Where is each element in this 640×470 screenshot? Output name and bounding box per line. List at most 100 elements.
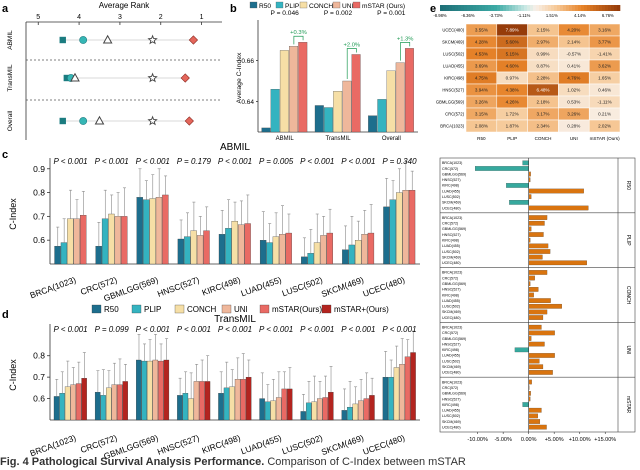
row-label: LUSC(502) [442,414,460,418]
row-label: BRCA(1023) [442,271,462,275]
colorbar-segment [545,5,549,11]
row-label: KIRC(498) [442,184,459,188]
colorbar-segment [479,5,483,11]
colorbar-segment [452,5,456,11]
legend-swatch [91,304,102,314]
colorbar-segment [458,5,462,11]
row-label: SKCM(469) [442,420,461,424]
bar-conch [229,386,235,421]
bar-mstarours [286,388,293,421]
heatmap-cell-label: 4.53% [475,52,488,57]
p-value-label: P < 0.001 [95,157,129,166]
heatmap-row-label: CRC(572) [445,112,464,117]
panel-label-a: a [2,3,9,15]
heatmap-cell-label: -1.11% [597,100,611,105]
colorbar-segment [512,5,516,11]
heatmap-cell-label: 4.38% [506,88,519,93]
heatmap-column-label: UNI [570,136,578,141]
y-tick-label: 0.6 [33,235,45,245]
bar-conch [190,230,197,265]
row-label: HNSC(527) [442,288,461,292]
heatmap-row-label: HNSC(527) [442,88,464,93]
heatmap-cell-label: 0.87% [536,64,549,69]
improvement-bar [528,315,544,320]
bar-plip [324,107,333,133]
heatmap-row-label: LUAD(455) [443,64,465,69]
p-value-label: P = 0.002 [324,10,353,17]
rank-marker-r50 [59,117,66,125]
p-value-label: P < 0.001 [136,157,170,166]
improvement-bar [528,232,544,237]
bar-mstarours [404,356,411,421]
bar-uni [155,197,163,265]
improvement-bar [514,347,529,353]
improvement-bar [528,298,551,303]
bar-conch [64,386,71,421]
colorbar-segment [446,5,450,11]
row-label: LUSC(502) [442,250,460,254]
rank-tick-label: 2 [159,14,163,21]
x-tick-label: LUAD(455) [239,432,283,456]
colorbar-segment [602,5,606,11]
improvement-label: +1.3% [397,36,414,42]
colorbar-segment [614,5,618,11]
heatmap-row-label: LUSC(502) [443,52,465,57]
colorbar-segment [455,5,459,11]
improvement-bar [528,254,543,260]
colorbar-segment [536,5,540,11]
x-tick-label: BRCA(1023) [29,432,78,458]
improvement-bar [528,303,562,309]
colorbar-segment [608,5,612,11]
row-label: LUSC(502) [442,305,460,309]
improvement-bar [528,324,542,330]
rank-chart: Average Rank 5 4 3 2 1 ABMIL TransMIL Overall [7,1,222,140]
colorbar-segment [527,5,531,11]
improvement-bar [528,194,532,200]
improvement-bar [528,330,555,336]
heatmap-cell-label: 1.02% [567,88,580,93]
bar-r50 [383,206,390,265]
colorbar-segment [587,5,591,11]
colorbar-segment [464,5,468,11]
improvement-bar [528,379,532,385]
rank-tick-label: 5 [36,14,40,21]
colorbar-tick-label: -3.73% [489,13,503,18]
bar-r50 [95,245,102,265]
bar-plip [270,89,280,133]
bar-plip [182,393,189,421]
heatmap-cell-label: 3.17% [536,112,549,117]
bar-uni [196,235,204,265]
bar-mstarours [369,395,375,421]
improvement-bar [528,188,584,194]
bar-conch [333,91,343,133]
p-value-label: P < 0.001 [300,157,334,166]
bar-uni [275,397,282,421]
bar-r50 [177,238,185,265]
colorbar-segment [584,5,588,11]
legend-label: mSTAR+(Ours) [334,305,389,314]
bar-uni [320,235,327,265]
colorbar-segment [542,5,546,11]
p-value-label: P = 0.099 [95,325,130,334]
bar-mstarours [121,216,128,265]
improvement-bar [528,220,545,226]
x-tick-label: LUAD(455) [239,274,283,298]
bar-mstarours [281,388,287,421]
legend-label: mSTAR (Ours) [362,3,405,10]
heatmap-cell-label: 0.28% [567,124,580,129]
bar-conch [386,70,396,133]
bar-plip [101,218,109,265]
improvement-bar [522,402,529,407]
p-value-label: P < 0.001 [218,157,252,166]
improvement-bar [506,183,529,188]
bar-uni [152,359,159,421]
figure-caption: Fig. 4 Pathological Survival Analysis Pe… [0,456,640,470]
bar-mstarours [199,381,205,421]
p-value-label: P < 0.001 [177,325,211,334]
heatmap-cell-label: 0.41% [567,64,580,69]
bar-plip [388,376,394,421]
x-tick-label: UCEC(480) [361,274,406,298]
heatmap-cell-label: 2.14% [567,40,580,45]
rank-marker-mstar [180,73,190,83]
bar-conch [231,220,238,265]
